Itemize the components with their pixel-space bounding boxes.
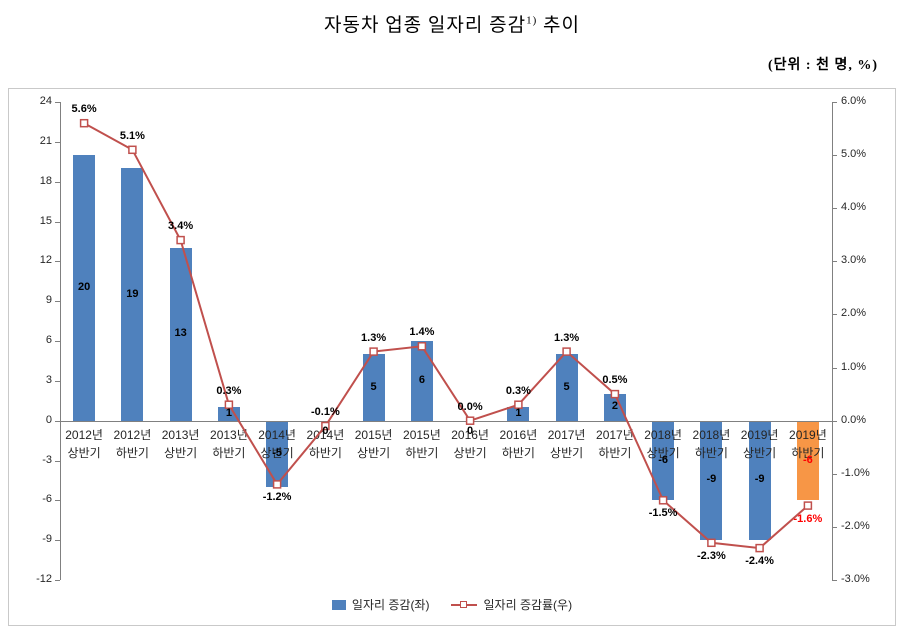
right-axis-tick-label: -1.0% [841,466,870,479]
left-axis-tick-label: 18 [39,174,52,187]
left-axis-tick [55,500,60,502]
line-value-label-6: 1.3% [361,331,387,344]
right-axis-tick-label: -2.0% [841,519,870,532]
right-axis-tick-label: 5.0% [841,148,867,161]
left-axis-tick-label: 21 [39,134,52,147]
right-axis-tick-label: 4.0% [841,201,867,214]
right-axis-tick-label: 0.0% [841,413,867,426]
line-value-label-15: -1.6% [793,512,823,525]
left-axis-tick [55,301,60,303]
unit-label: (단위 : 천 명, %) [767,58,878,73]
line-value-label-14: -2.4% [745,555,774,568]
left-axis-tick-label: 12 [39,254,52,267]
right-axis-tick-label: 6.0% [841,95,867,107]
bar-value-label-7: 6 [418,373,425,386]
left-axis-tick [55,380,60,382]
left-axis-tick-label: 0 [45,413,52,426]
right-axis-tick-label: -3.0% [841,573,870,585]
left-axis-tick-label: 3 [45,373,52,386]
legend-label-line: 일자리 증감률(우) [483,598,573,612]
right-axis-line [832,102,833,580]
right-axis-tick [832,102,837,103]
line-value-label-8: 0.0% [457,400,483,413]
left-axis-tick-label: -12 [36,573,52,585]
bar-value-label-11: 2 [611,400,618,413]
bar-value-label-1: 19 [126,287,139,300]
chart-title-text: 자동차 업종 일자리 증감 [324,15,527,36]
line-value-label-11: 0.5% [602,374,628,387]
left-axis-tick [55,420,60,422]
bar-value-label-8: 0 [467,424,474,437]
left-axis-tick [55,141,60,143]
bar-value-label-5: 0 [322,424,329,437]
line-value-label-3: 0.3% [216,384,242,397]
left-axis-tick [55,540,60,542]
right-axis-tick [832,208,837,210]
right-axis-tick [832,526,837,528]
bar-value-label-3: 1 [225,407,232,419]
bar-value-label-12: -6 [658,453,668,466]
left-axis-tick-label: -3 [42,453,52,466]
right-axis-tick [832,261,837,263]
line-value-label-1: 5.1% [119,129,145,142]
right-axis-tick [832,473,837,475]
line-value-label-13: -2.3% [697,549,726,562]
right-axis-tick [832,420,837,422]
bar-value-label-14: -9 [754,473,765,486]
left-axis-tick [55,580,60,581]
chart-title-suffix: 추이 [537,15,580,36]
line-value-label-7: 1.4% [409,326,435,339]
left-axis-tick-label: 9 [45,294,52,307]
bar-series-swatch-icon [331,599,346,610]
line-series-swatch-icon [451,600,478,609]
left-axis-tick-label: -6 [42,493,52,506]
left-axis-tick-label: -9 [42,533,52,546]
left-axis-tick [55,460,60,462]
bar-value-label-13: -9 [706,473,717,486]
left-axis-tick [55,341,60,342]
chart-legend: 일자리 증감(좌) 일자리 증감률(우) [0,596,904,613]
zero-axis-line [60,420,832,422]
line-value-label-5: -0.1% [311,406,340,418]
line-value-label-0: 5.6% [71,103,97,116]
left-axis-tick [55,261,60,263]
bar-value-label-10: 5 [563,380,570,393]
right-axis-tick [832,580,837,581]
legend-item-line: 일자리 증감률(우) [451,596,572,613]
line-value-label-4: -1.2% [262,491,292,504]
category-label-year: 2019년 [789,427,827,442]
bar-value-label-4: -5 [272,446,282,459]
left-axis-tick-label: 15 [39,214,52,227]
left-axis-tick [55,221,60,223]
right-axis-tick [832,314,837,316]
left-axis-tick [55,181,60,183]
line-value-label-9: 0.3% [505,384,531,397]
right-axis-tick-label: 1.0% [841,360,867,373]
bar-value-label-0: 20 [77,280,91,293]
right-axis-tick-label: 2.0% [841,307,867,320]
left-axis-tick-label: 6 [45,334,52,346]
bar-value-label-6: 5 [370,380,377,393]
bar-value-label-15: -6 [803,453,813,466]
legend-label-bars: 일자리 증감(좌) [351,598,430,612]
chart-title-footnote-marker: 1) [526,14,538,27]
left-axis-tick [55,102,60,103]
line-series-marker-icon [460,601,468,608]
bar-value-label-2: 13 [174,327,187,340]
bar-value-label-9: 1 [515,407,522,419]
chart-title: 자동차 업종 일자리 증감1) 추이 [0,10,904,37]
right-axis-tick-label: 3.0% [841,254,867,267]
left-axis-line [60,102,61,580]
line-value-label-12: -1.5% [648,507,678,520]
left-axis-tick-label: 24 [39,95,52,107]
right-axis-tick [832,367,837,369]
line-value-label-2: 3.4% [168,220,194,233]
line-value-label-10: 1.3% [554,331,580,344]
legend-item-bars: 일자리 증감(좌) [331,596,430,613]
right-axis-tick [832,155,837,157]
